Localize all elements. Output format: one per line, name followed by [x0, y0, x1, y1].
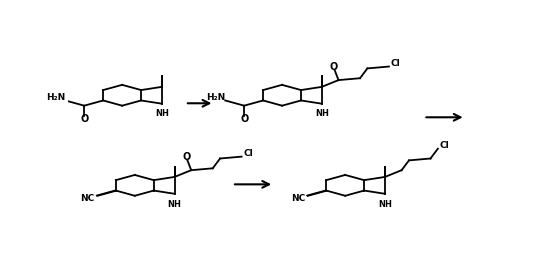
- Text: NH: NH: [378, 199, 392, 209]
- Text: NH: NH: [168, 199, 181, 209]
- Text: O: O: [80, 114, 89, 124]
- Text: NC: NC: [80, 194, 94, 203]
- Text: H₂N: H₂N: [206, 93, 225, 102]
- Text: O: O: [330, 62, 338, 72]
- Text: O: O: [182, 152, 191, 162]
- Text: Cl: Cl: [440, 141, 450, 151]
- Text: Cl: Cl: [243, 150, 253, 158]
- Text: NH: NH: [155, 109, 169, 118]
- Text: Cl: Cl: [391, 59, 400, 68]
- Text: O: O: [240, 114, 248, 124]
- Text: NC: NC: [291, 194, 305, 203]
- Text: H₂N: H₂N: [46, 93, 66, 102]
- Text: NH: NH: [315, 109, 329, 118]
